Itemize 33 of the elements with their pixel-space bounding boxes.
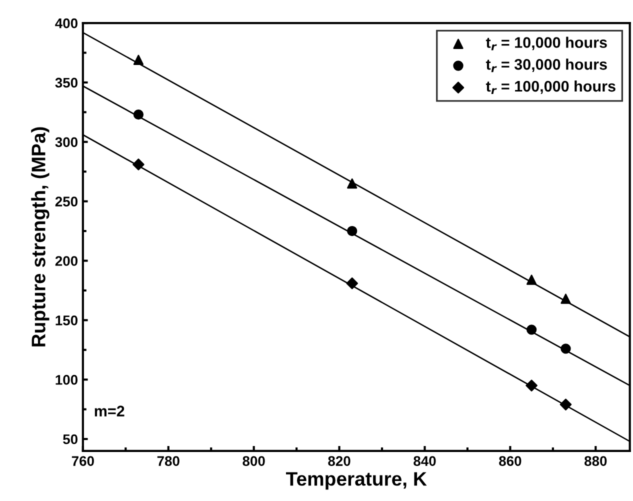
y-tick-label: 350 bbox=[55, 78, 78, 88]
y-tick-label: 100 bbox=[56, 374, 78, 385]
point bbox=[132, 158, 144, 170]
x-axis-title: Temperature, K bbox=[286, 472, 427, 490]
x-tick-label: 780 bbox=[157, 456, 180, 466]
y-tick-label: 250 bbox=[55, 196, 78, 206]
y-tick-label: 150 bbox=[56, 316, 78, 326]
point bbox=[560, 344, 571, 354]
point bbox=[133, 109, 144, 120]
point bbox=[560, 294, 571, 304]
x-tick-label: 800 bbox=[242, 456, 265, 466]
y-tick-label: 400 bbox=[55, 18, 78, 28]
point bbox=[526, 380, 538, 392]
point bbox=[133, 54, 144, 65]
x-tick-label: 840 bbox=[414, 456, 436, 466]
legend-label: t$_{r}$ = 10,000 hours bbox=[486, 36, 607, 50]
point bbox=[526, 324, 537, 335]
point bbox=[346, 277, 358, 290]
x-tick-label: 860 bbox=[499, 456, 522, 466]
y-tick-label: 300 bbox=[55, 137, 78, 148]
x-tick-label: 820 bbox=[328, 456, 350, 466]
x-tick-label: 760 bbox=[72, 456, 94, 466]
y-axis-title: Rupture strength, (MPa) bbox=[31, 127, 50, 346]
point bbox=[347, 226, 358, 236]
legend-label: t$_{r}$ = 100,000 hours bbox=[486, 80, 616, 94]
point bbox=[560, 398, 572, 410]
point bbox=[347, 178, 358, 189]
point bbox=[526, 274, 537, 285]
legend-label: t$_{r}$ = 30,000 hours bbox=[486, 58, 607, 72]
y-tick-label: 200 bbox=[55, 256, 78, 266]
annotation: m=2 bbox=[94, 406, 124, 416]
x-tick-label: 880 bbox=[584, 456, 607, 466]
y-tick-label: 50 bbox=[63, 434, 78, 444]
